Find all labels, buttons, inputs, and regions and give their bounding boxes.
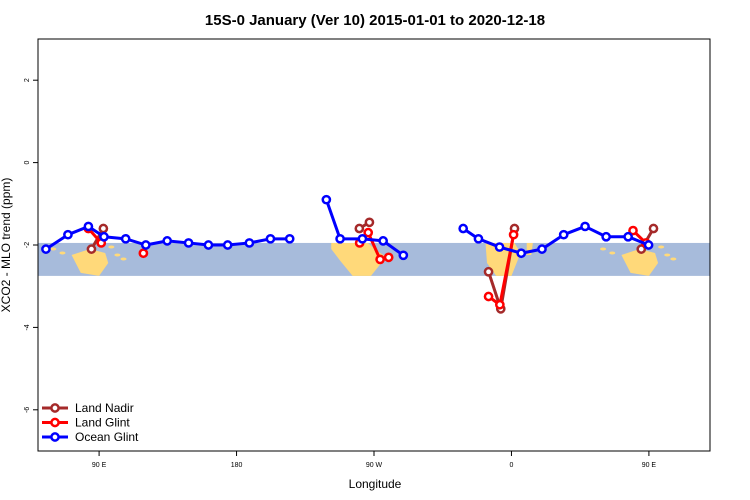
x-tick-label: 90 W [366,462,383,469]
data-point [483,291,494,302]
y-tick-label: 0 [24,161,31,165]
data-point [483,266,494,277]
data-point [140,240,151,250]
y-tick-label: -6 [24,407,31,413]
data-point [363,227,374,238]
island-shape [114,253,121,257]
y-axis-label: XCO2 - MLO trend (ppm) [0,178,13,313]
x-axis: 90 E 180 90 W 0 90 E [92,451,657,469]
data-point [321,194,332,205]
data-point [357,233,368,244]
data-point [458,223,469,234]
data-point [378,236,389,246]
island-shape [600,247,607,251]
series-line [462,224,650,255]
data-point [494,242,505,252]
island-shape [658,245,665,249]
data-point [580,221,590,232]
data-point [494,299,505,310]
data-point [335,233,345,244]
data-point [120,233,131,244]
y-tick-label: -2 [24,242,31,248]
y-tick-label: -4 [24,324,31,330]
series-ocean-glint [41,194,654,261]
y-axis: 2 0 -2 -4 -6 [24,78,38,413]
data-point [63,229,73,240]
chart-title: 15S-0 January (Ver 10) 2015-01-01 to 202… [205,12,545,29]
data-point [138,248,149,259]
data-point [623,231,633,242]
data-point [643,240,654,250]
island-shape [609,251,616,255]
island-shape [120,257,127,261]
data-point [354,223,365,234]
data-point [508,229,519,240]
data-point [636,244,647,254]
y-tick-label: 2 [24,78,31,82]
data-point [99,231,109,242]
x-tick-label: 90 E [92,462,107,469]
data-point [375,254,385,265]
data-point [473,233,484,244]
legend-label: Land Nadir [75,401,134,415]
legend-label: Land Glint [75,416,130,430]
data-point [41,244,51,254]
data-point [162,236,173,246]
data-point [398,250,409,261]
island-shape [670,257,677,261]
data-point [98,223,109,234]
data-point [183,238,194,248]
data-point [203,240,214,250]
land-shape [71,248,109,276]
island-shape [59,251,66,255]
data-point [628,225,638,236]
series-layer [41,194,659,314]
data-point [383,252,394,263]
land-shape [331,242,387,276]
data-point [265,233,276,244]
data-point [516,248,527,259]
island-shape [108,245,115,249]
legend-label: Ocean Glint [75,430,139,444]
x-tick-label: 0 [510,462,514,469]
data-point [601,231,611,242]
x-axis-label: Longitude [349,477,402,491]
island-shape [664,253,671,257]
data-point [284,233,295,244]
data-point [364,217,375,228]
legend-marker [50,432,60,442]
land-shape [621,248,659,276]
island-shape [50,247,57,251]
data-point [648,223,659,234]
data-point [222,240,233,250]
data-point [86,244,97,254]
data-point [83,221,94,232]
data-point [244,238,255,248]
x-tick-label: 90 E [642,462,657,469]
data-point [537,244,547,254]
legend-marker [50,417,60,428]
x-tick-label: 180 [231,462,243,469]
data-point [558,229,569,240]
legend-marker [50,403,60,413]
